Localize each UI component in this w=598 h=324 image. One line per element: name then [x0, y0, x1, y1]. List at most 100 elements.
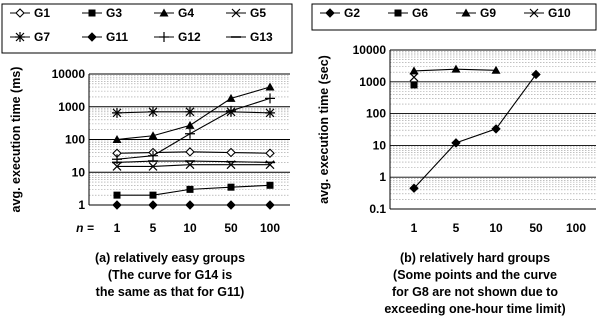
x-tick-label: 1 — [114, 221, 121, 235]
legend-label: G2 — [344, 6, 360, 20]
legend-entry: G9 — [456, 6, 496, 20]
data-point — [185, 128, 195, 139]
x-tick-label: 10 — [489, 221, 503, 235]
data-point — [227, 183, 235, 191]
x-axis-prefix: n = — [76, 221, 94, 235]
legend-label: G9 — [480, 6, 496, 20]
legend-marker — [159, 8, 169, 17]
x-tick-label: 50 — [224, 221, 238, 235]
x-tick-label: 5 — [453, 221, 460, 235]
legend-marker — [231, 8, 241, 18]
series-G12 — [112, 93, 275, 165]
legend-marker — [529, 8, 539, 18]
legend-label: G6 — [412, 6, 428, 20]
series-G9 — [409, 64, 501, 75]
y-tick-label: 10000 — [52, 67, 86, 81]
y-tick-label: 1 — [379, 170, 386, 184]
legend-marker — [461, 8, 471, 17]
y-tick-label: 1000 — [58, 100, 85, 114]
data-point — [185, 147, 195, 157]
data-point — [451, 64, 461, 73]
series-G11 — [112, 200, 275, 210]
x-tick-label: 100 — [260, 221, 280, 235]
caption-line: (The curve for G14 is — [108, 268, 232, 282]
data-point — [491, 124, 501, 134]
series-G2 — [409, 69, 541, 193]
caption-line: (a) relatively easy groups — [95, 251, 245, 265]
data-point — [148, 200, 158, 210]
series-G3 — [113, 181, 274, 199]
data-point — [148, 131, 158, 140]
legend-label: G4 — [178, 6, 194, 20]
data-point — [185, 106, 195, 117]
x-tick-label: 10 — [183, 221, 197, 235]
legend-entry: G11 — [82, 30, 128, 44]
series-G10 — [409, 72, 419, 82]
legend-label: G10 — [548, 6, 571, 20]
legend-label: G5 — [250, 6, 266, 20]
data-point — [491, 65, 501, 74]
x-tick-label: 5 — [150, 221, 157, 235]
data-point — [531, 69, 541, 80]
y-tick-label: 1000 — [359, 75, 386, 89]
series-G13 — [112, 160, 275, 164]
series-G6 — [410, 81, 418, 89]
y-axis-label: avg. execution time (sec) — [317, 55, 331, 204]
y-tick-label: 0.1 — [369, 202, 386, 216]
legend: G2 G6 G9 G10 — [311, 3, 597, 31]
data-point — [409, 183, 419, 193]
data-point — [112, 135, 122, 143]
data-point — [148, 162, 158, 171]
data-point — [265, 200, 275, 210]
legend-label: G1 — [34, 6, 50, 20]
legend-marker — [87, 32, 97, 42]
data-point — [185, 160, 195, 170]
data-point — [226, 200, 236, 210]
legend-label: G13 — [250, 30, 273, 44]
data-point — [409, 72, 419, 82]
y-tick-label: 100 — [65, 133, 85, 147]
y-axis-label: avg. execution time (ms) — [9, 67, 23, 213]
legend-marker — [325, 8, 335, 18]
chart-b: 0.1 1 10 100 1000 10000 avg. execution time (s… — [311, 3, 597, 316]
caption-line: for G8 are not shown due to — [392, 285, 558, 299]
legend-entry: G4 — [154, 6, 194, 20]
data-point — [410, 81, 418, 89]
data-point — [265, 148, 275, 159]
legend-entry: G13 — [226, 30, 273, 44]
x-tick-label: 1 — [411, 221, 418, 235]
caption-line: (Some points and the curve — [393, 268, 557, 282]
legend-marker — [15, 8, 25, 18]
data-point — [186, 185, 194, 193]
legend-entry: G10 — [524, 6, 571, 20]
y-tick-label: 1 — [78, 198, 85, 212]
data-point — [266, 181, 274, 189]
legend-entry: G2 — [320, 6, 360, 20]
legend-entry: G7 — [10, 30, 50, 44]
legend-entry: G1 — [10, 6, 50, 20]
legend-entry: G6 — [388, 6, 428, 20]
legend-entry: G3 — [82, 6, 122, 20]
legend-label: G11 — [106, 30, 128, 44]
data-point — [226, 93, 236, 102]
legend-entry: G5 — [226, 6, 266, 20]
data-point — [451, 138, 461, 148]
x-tick-label: 50 — [529, 221, 543, 235]
data-point — [112, 107, 122, 118]
legend-label: G7 — [34, 30, 50, 44]
legend-entry: G12 — [154, 30, 201, 44]
series-G4 — [112, 82, 275, 143]
y-tick-label: 100 — [366, 107, 386, 121]
data-point — [226, 147, 236, 158]
y-tick-label: 10 — [72, 165, 86, 179]
y-tick-label: 10 — [373, 138, 387, 152]
data-point — [185, 200, 195, 210]
data-point — [265, 107, 275, 118]
series-line — [413, 74, 537, 189]
legend-marker — [88, 9, 96, 17]
data-point — [148, 150, 158, 161]
legend-box — [1, 3, 293, 54]
legend: G1 G3 G4 G5 G7 G11 G12 G13 — [1, 3, 293, 54]
data-point — [226, 105, 236, 116]
